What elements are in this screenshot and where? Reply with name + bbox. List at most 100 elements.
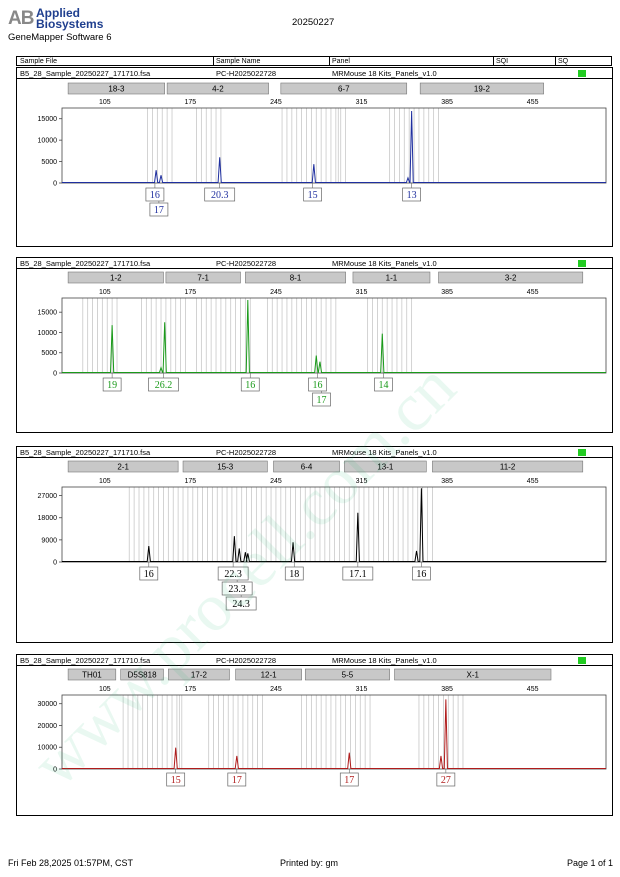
locus-marker-label: 5-5 (342, 671, 354, 680)
sample-name: PC-H2025022728 (216, 656, 277, 665)
applied-biosystems-logo: AB Applied Biosystems (8, 6, 128, 34)
y-tick-label: 0 (53, 560, 57, 567)
allele-call-box (148, 377, 179, 392)
locus-marker-label: 3-2 (505, 274, 517, 283)
allele-call-box (284, 566, 304, 581)
column-panel: Panel (332, 58, 350, 65)
locus-marker (166, 82, 269, 95)
allele-call-label: 16 (150, 190, 160, 201)
x-tick-label: 315 (356, 686, 368, 693)
locus-marker-label: 7-1 (197, 274, 209, 283)
allele-call-label: 17 (232, 775, 242, 786)
locus-marker (235, 668, 302, 681)
y-tick-label: 0 (53, 767, 57, 774)
plot-frame (61, 694, 607, 770)
allele-call-box (339, 772, 359, 787)
allele-call-box (240, 377, 260, 392)
allele-call-label: 13 (407, 190, 417, 201)
x-tick-label: 455 (527, 289, 539, 296)
panel-name: MRMouse 18 Kits_Panels_v1.0 (332, 259, 437, 268)
locus-marker (67, 82, 165, 95)
run-date: 20250227 (292, 17, 335, 28)
allele-call-box (227, 772, 247, 787)
allele-call-box (166, 772, 186, 787)
plot-frame (61, 107, 607, 184)
allele-call-label: 17 (316, 395, 326, 406)
allele-call-box (149, 202, 169, 217)
locus-marker-label: 13-1 (377, 463, 394, 472)
allele-call-label: 14 (379, 380, 389, 391)
locus-marker (67, 271, 164, 284)
x-tick-label: 105 (99, 99, 111, 106)
sample-info-row: B5_28_Sample_20250227_171710.fsa PC-H202… (17, 258, 612, 269)
locus-marker-label: TH01 (82, 671, 102, 680)
x-tick-label: 315 (356, 478, 368, 485)
x-tick-label: 385 (441, 478, 453, 485)
page-number: Page 1 of 1 (567, 858, 614, 868)
allele-call-label: 17 (344, 775, 354, 786)
locus-marker (432, 460, 584, 473)
allele-call-label: 16 (416, 569, 426, 580)
electropherogram-plot: 1-2 7-1 8-1 1-1 3-2 105 175 245 315 385 455 0 5000 10… (38, 271, 607, 407)
locus-marker-label: 15-3 (217, 463, 234, 472)
sample-info-row: B5_28_Sample_20250227_171710.fsa PC-H202… (17, 68, 612, 79)
x-tick-label: 455 (527, 478, 539, 485)
allele-call-box (342, 566, 374, 581)
locus-marker-label: 17-2 (191, 671, 208, 680)
x-tick-label: 385 (441, 99, 453, 106)
allele-call-label: 22.3 (224, 569, 242, 580)
x-tick-label: 315 (356, 99, 368, 106)
signal-trace (62, 699, 606, 769)
allele-call-label: 26.2 (155, 380, 173, 391)
column-sample-name: Sample Name (216, 58, 261, 65)
y-tick-label: 27000 (38, 493, 58, 500)
allele-call-box (412, 566, 431, 581)
y-tick-label: 18000 (38, 515, 58, 522)
allele-call-box (225, 596, 257, 611)
locus-marker-label: 4-2 (212, 85, 224, 94)
allele-call-label: 23.3 (228, 584, 246, 595)
locus-marker (438, 271, 584, 284)
locus-marker-label: X-1 (467, 671, 480, 680)
y-tick-label: 10000 (38, 138, 58, 145)
x-tick-label: 385 (441, 289, 453, 296)
column-header-row: Sample File Sample Name Panel SQI SQ (16, 56, 612, 66)
electropherogram-panel-blue: B5_28_Sample_20250227_171710.fsa PC-H202… (16, 67, 613, 247)
allele-call-label: 17.1 (349, 569, 367, 580)
x-tick-label: 245 (270, 99, 282, 106)
allele-call-box (312, 392, 331, 407)
allele-call-box (303, 187, 322, 202)
column-sample-file: Sample File (20, 58, 57, 65)
allele-call-label: 19 (107, 380, 117, 391)
electropherogram-panel-green: B5_28_Sample_20250227_171710.fsa PC-H202… (16, 257, 613, 433)
allele-call-label: 15 (308, 190, 318, 201)
locus-marker (245, 271, 346, 284)
allele-call-box (221, 581, 253, 596)
brand-name: Applied Biosystems (36, 6, 104, 31)
locus-marker (344, 460, 427, 473)
sample-info-row: B5_28_Sample_20250227_171710.fsa PC-H202… (17, 655, 612, 666)
locus-marker-label: D5S818 (128, 671, 157, 680)
electropherogram-panel-black: B5_28_Sample_20250227_171710.fsa PC-H202… (16, 446, 613, 643)
allele-call-label: 16 (144, 569, 154, 580)
locus-marker-label: 8-1 (290, 274, 302, 283)
allele-call-label: 24.3 (232, 599, 250, 610)
locus-marker-label: 1-1 (386, 274, 398, 283)
locus-marker (168, 668, 230, 681)
x-tick-label: 105 (99, 289, 111, 296)
x-tick-label: 245 (270, 478, 282, 485)
allele-call-box (145, 187, 165, 202)
allele-call-label: 27 (441, 775, 451, 786)
y-tick-label: 30000 (38, 701, 58, 708)
locus-marker (280, 82, 408, 95)
locus-marker (67, 460, 179, 473)
logo-mark: AB (8, 8, 34, 29)
allele-call-box (139, 566, 159, 581)
electropherogram-panel-red: B5_28_Sample_20250227_171710.fsa PC-H202… (16, 654, 613, 816)
sq-status-icon (578, 449, 586, 456)
locus-marker-label: 19-2 (474, 85, 491, 94)
allele-call-label: 20.3 (211, 190, 229, 201)
y-tick-label: 5000 (41, 350, 57, 357)
x-tick-label: 455 (527, 99, 539, 106)
electropherogram-plot: TH01 D5S818 17-2 12-1 5-5 X-1 105 175 245 315 385 4… (38, 668, 607, 787)
